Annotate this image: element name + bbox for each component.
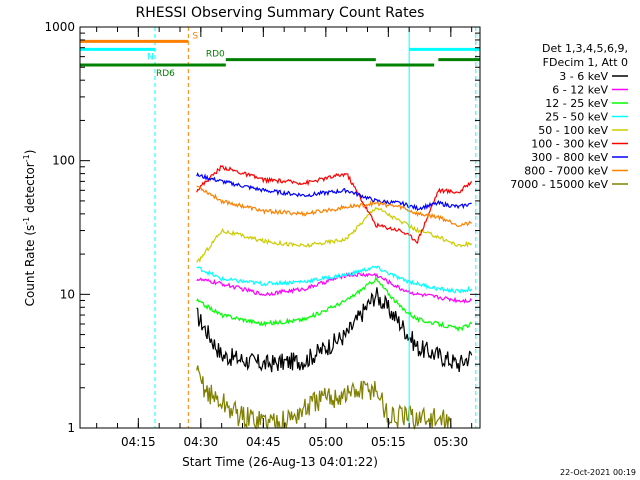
y-axis-label-middle: detector xyxy=(23,162,37,217)
legend-label-8: 800 - 7000 keV xyxy=(524,165,608,178)
legend-header-line-1: Det 1,3,4,5,6,9, xyxy=(542,42,628,55)
x-tick-label-5: 05:15 xyxy=(371,435,406,449)
y-tick-label-1: 1 xyxy=(67,421,75,435)
legend-label-6: 100 - 300 keV xyxy=(531,138,608,151)
footer-timestamp: 22-Oct-2021 00:19 xyxy=(560,468,636,477)
series-line-9 xyxy=(196,365,452,431)
x-tick-label-1: 04:15 xyxy=(121,435,156,449)
y-tick-label-3: 100 xyxy=(52,154,75,168)
legend-label-1: 3 - 6 keV xyxy=(559,70,608,83)
series-line-7 xyxy=(196,171,472,212)
series-layer xyxy=(196,165,473,431)
state-label-s: S xyxy=(192,31,198,41)
y-axis-label-exponent: -1 xyxy=(22,217,31,225)
series-line-8 xyxy=(196,185,472,228)
legend-label-7: 300 - 800 keV xyxy=(531,151,608,164)
plot-frame xyxy=(79,26,481,429)
legend-label-4: 25 - 50 keV xyxy=(545,111,608,124)
y-axis-label-exponent-2: -1 xyxy=(22,154,31,162)
series-line-6 xyxy=(196,165,473,244)
overlay-layer: S N RD0 RD6 xyxy=(80,27,480,428)
x-tick-label-4: 05:00 xyxy=(309,435,344,449)
legend-label-3: 12 - 25 keV xyxy=(545,97,608,110)
y-tick-label-2: 10 xyxy=(60,287,75,301)
x-tick-label-6: 05:30 xyxy=(434,435,469,449)
state-label-rd6: RD6 xyxy=(156,69,175,79)
series-line-5 xyxy=(196,206,473,263)
legend-label-5: 50 - 100 keV xyxy=(538,124,608,137)
x-tick-label-2: 04:30 xyxy=(184,435,219,449)
y-axis-label-main: Count Rate (s xyxy=(23,225,37,307)
series-line-4 xyxy=(196,265,473,294)
legend: Det 1,3,4,5,6,9, FDecim 1, Att 0 3 - 6 k… xyxy=(510,42,628,191)
y-axis-label-close: ) xyxy=(23,150,37,155)
y-tick-label-4: 1000 xyxy=(44,20,75,34)
legend-header-line-2: FDecim 1, Att 0 xyxy=(543,56,628,69)
state-label-n: N xyxy=(147,52,154,62)
series-line-1 xyxy=(196,287,473,373)
axis-layer: 1 10 100 1000 04:15 04:30 04:45 05:00 05:15 05:30 xyxy=(44,20,480,449)
x-axis-label: Start Time (26-Aug-13 04:01:22) xyxy=(182,455,378,469)
series-line-3 xyxy=(196,275,473,333)
x-tick-label-3: 04:45 xyxy=(246,435,281,449)
state-label-rd0: RD0 xyxy=(206,50,225,60)
y-axis-label: Count Rate (s-1 detector-1) xyxy=(22,150,37,307)
chart-title: RHESSI Observing Summary Count Rates xyxy=(136,5,425,21)
legend-label-9: 7000 - 15000 keV xyxy=(510,178,608,191)
legend-label-2: 6 - 12 keV xyxy=(552,84,608,97)
